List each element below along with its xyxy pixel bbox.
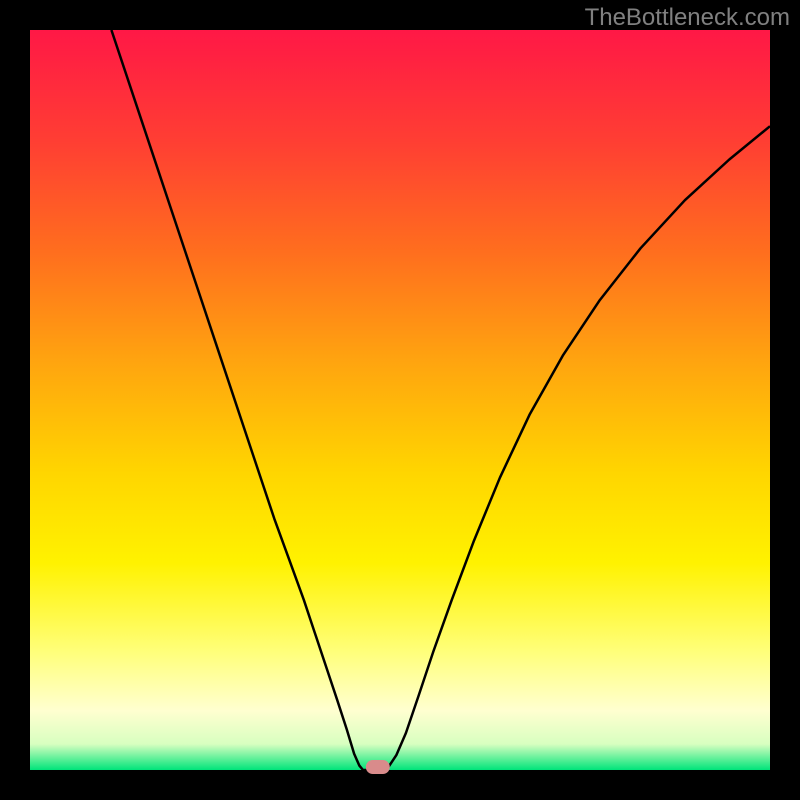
bottleneck-chart: [0, 0, 800, 800]
watermark-text: TheBottleneck.com: [585, 4, 790, 32]
plot-gradient: [30, 30, 770, 770]
chart-container: TheBottleneck.com: [0, 0, 800, 800]
optimum-marker: [366, 760, 390, 774]
